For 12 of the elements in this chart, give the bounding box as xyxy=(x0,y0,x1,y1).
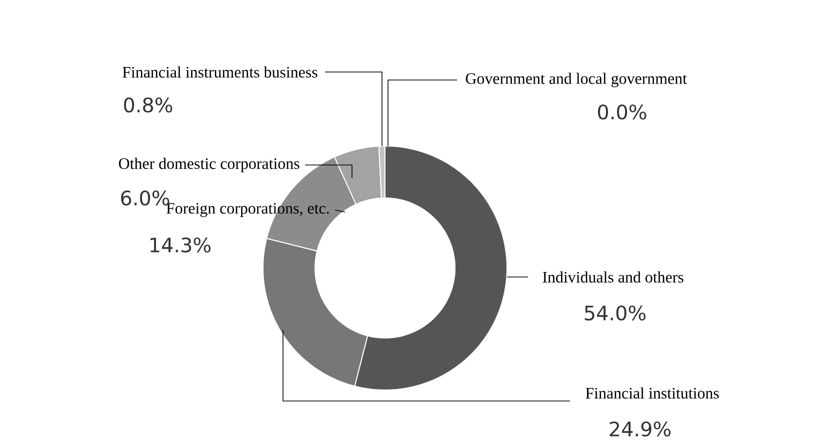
data-label: 54.0% xyxy=(584,305,646,321)
slice-label: Financial instruments business xyxy=(122,66,318,78)
slice-label: Foreign corporations, etc. xyxy=(166,203,329,217)
data-label: 14.3% xyxy=(150,237,211,253)
slice-label: Other domestic corporations xyxy=(118,158,300,172)
text: 0.0% xyxy=(598,104,646,120)
slice-label: Financial institutions xyxy=(586,387,719,399)
data-label: 0.8% xyxy=(124,97,172,113)
data-label: 6.0% xyxy=(121,190,170,206)
category-label: Government and local government xyxy=(466,72,687,88)
data-label: 24.9% xyxy=(610,421,671,437)
slice-label: Individuals and others xyxy=(542,271,684,283)
